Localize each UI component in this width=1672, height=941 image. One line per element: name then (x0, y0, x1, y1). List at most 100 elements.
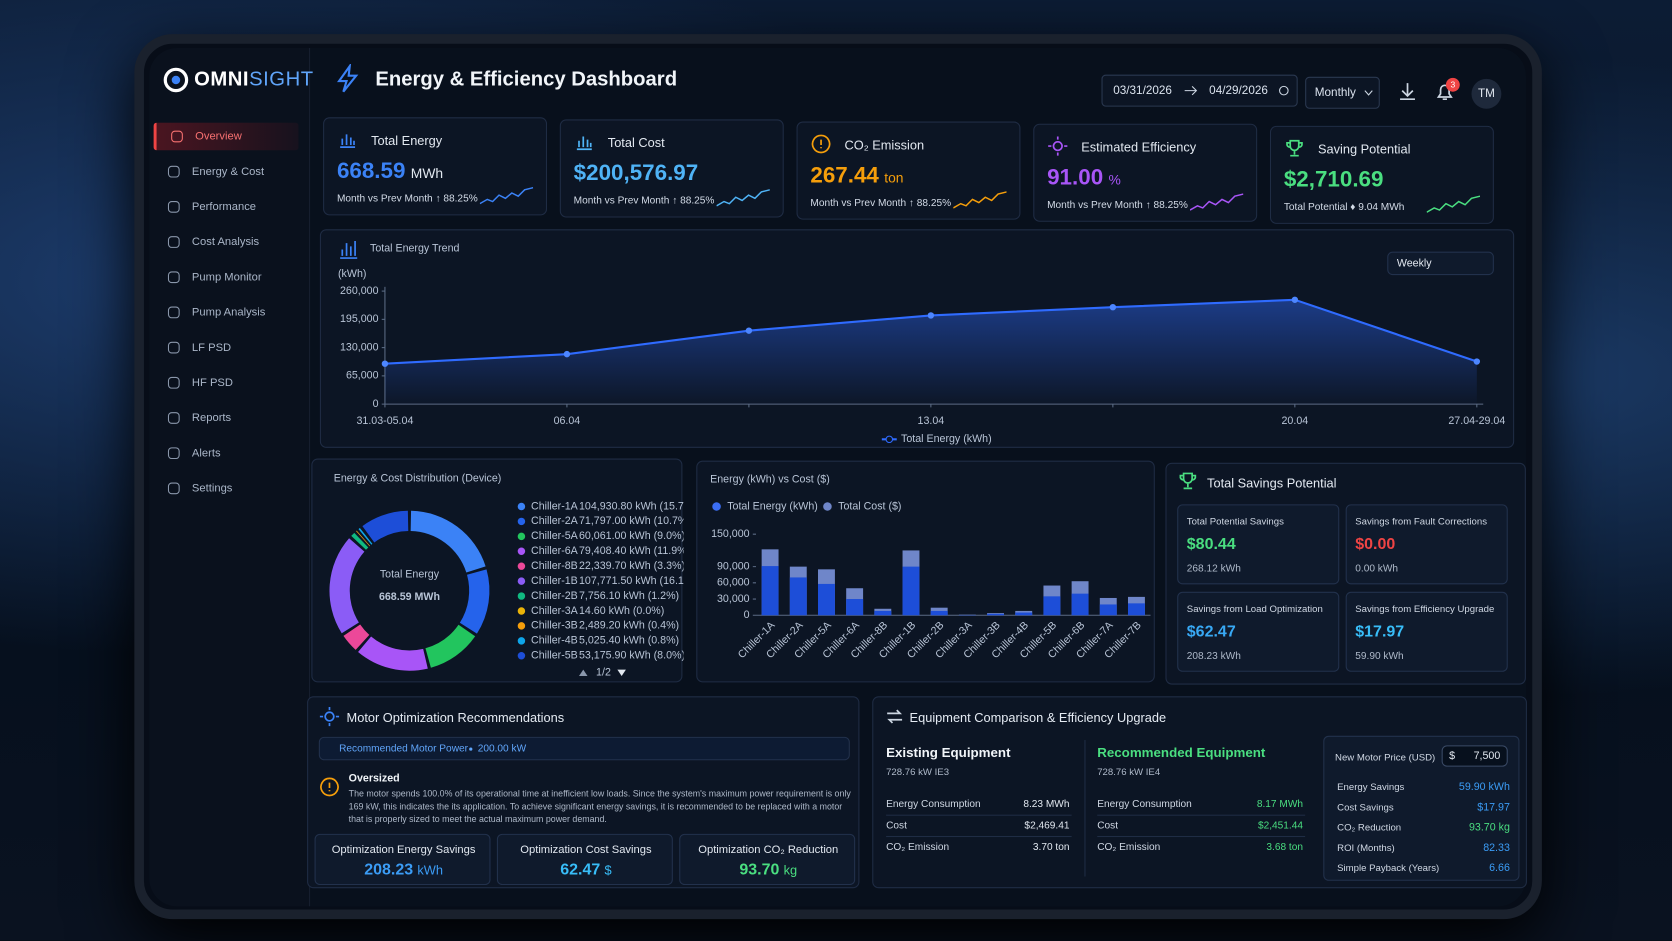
nav-icon (167, 412, 180, 424)
legend-dot (517, 592, 526, 600)
x-tick-label: 31.03-05.04 (356, 415, 413, 427)
legend-value: 104,930.80 kWh (15.7%) (579, 500, 683, 512)
nav-icon (167, 376, 180, 389)
stat-label: Optimization CO₂ Reduction (698, 843, 839, 857)
date-range[interactable]: 03/31/2026 04/29/2026 (1101, 74, 1298, 107)
row-value: 3.70 ton (1032, 841, 1070, 854)
avatar[interactable]: TM (1471, 78, 1502, 109)
legend-value: 60,061.00 kWh (9.0%) (579, 530, 683, 542)
nav-item[interactable]: Energy & Cost (154, 158, 299, 186)
row-value: $2,469.41 (1024, 819, 1070, 832)
sparkline (716, 189, 770, 207)
savings-energy: 59.90 kWh (1355, 650, 1404, 663)
line-area (384, 299, 1477, 405)
sidebar (149, 47, 311, 907)
pager-next[interactable] (617, 669, 626, 677)
sparkline-line (716, 189, 770, 207)
legend-label: Total Cost ($) (838, 500, 901, 512)
interval-select[interactable]: Weekly (1387, 251, 1494, 276)
legend-value: 107,771.50 kWh (16.1%) (579, 575, 683, 587)
nav-item[interactable]: Pump Monitor (154, 263, 299, 291)
nav-item[interactable]: Reports (154, 404, 299, 432)
kpi-card: Total Energy 668.59 MWh Month vs Prev Month… (323, 117, 548, 216)
kpi-icon-shape (340, 134, 356, 149)
bar (1015, 612, 1033, 616)
date-start: 03/31/2026 (1113, 84, 1172, 98)
nav-item[interactable]: Pump Analysis (154, 299, 299, 327)
bar (789, 577, 807, 616)
kpi-note: Month vs Prev Month ↑ 88.25% (336, 193, 478, 205)
line-point (1109, 303, 1117, 311)
nav-icon-shape (167, 341, 180, 354)
nav-icon (167, 447, 180, 460)
optimization-stat: Optimization Energy Savings 208.23 kWh (314, 833, 492, 886)
kpi-icon-shape (1048, 136, 1068, 156)
y-axis-label: (kWh) (338, 268, 366, 280)
donut-segment (343, 624, 370, 650)
bar (987, 613, 1004, 616)
donut-chart: Energy & Cost Distribution (Device) Chill… (329, 473, 683, 679)
savings-energy: 0.00 kWh (1355, 563, 1399, 575)
download-icon[interactable] (1397, 81, 1418, 102)
nav-icon-shape (167, 200, 180, 213)
chart-title: Energy & Cost Distribution (Device) (334, 473, 502, 485)
sparkline (479, 186, 534, 205)
kpi-card: Total Cost $200,576.97 Month vs Prev Month… (559, 119, 784, 218)
kpi-icon (1048, 136, 1068, 156)
nav-item[interactable]: Alerts (154, 439, 299, 467)
price-input[interactable]: $7,500 (1441, 745, 1508, 767)
legend-label: Chiller-5B (531, 650, 578, 662)
row-value: 3.68 ton (1266, 841, 1304, 854)
donut-segment (425, 624, 476, 668)
legend-label: Total Energy (kWh) (901, 433, 992, 445)
pager: 1/2 (596, 667, 611, 679)
row-label: Energy Consumption (1097, 798, 1192, 811)
sparkline-line (953, 191, 1007, 209)
nav-item[interactable]: Cost Analysis (154, 228, 299, 256)
legend-value: 53,175.90 kWh (8.0%) (579, 650, 683, 662)
nav-item[interactable]: HF PSD (154, 369, 299, 397)
kpi-number: 91.00 (1047, 165, 1104, 190)
center-value: 668.59 MWh (379, 591, 440, 603)
line-point (381, 360, 389, 367)
nav-icon (167, 306, 180, 319)
kpi-icon (1286, 139, 1303, 157)
kpi-icon-shape (811, 134, 831, 154)
legend-label: Chiller-2A (531, 515, 579, 527)
sparkline-line (1426, 195, 1481, 213)
savings-label: Total Potential Savings (1186, 516, 1284, 527)
bell-icon[interactable] (1434, 81, 1455, 102)
legend-label: Chiller-3B (531, 620, 578, 632)
result-label: Energy Savings (1337, 781, 1405, 793)
kpi-unit: % (1108, 171, 1121, 188)
row-divider (1097, 814, 1306, 816)
savings-card: Savings from Fault Corrections $0.00 0.00 … (1345, 504, 1508, 585)
nav-item[interactable]: Performance (154, 193, 299, 221)
arrow-icon (1184, 85, 1198, 96)
nav-item[interactable]: LF PSD (154, 334, 299, 362)
stat-value: 208.23 kWh (316, 861, 492, 879)
stat-unit: $ (604, 862, 612, 878)
row-label: CO₂ Emission (1097, 841, 1161, 854)
legend-label: Total Energy (kWh) (727, 500, 818, 512)
savings-value: $17.97 (1355, 622, 1405, 641)
alert-title: Oversized (348, 773, 400, 785)
y-tick-label: 130,000 (340, 341, 379, 353)
equipment-title: Existing Equipment (886, 745, 1011, 761)
kpi-label: Estimated Efficiency (1081, 139, 1197, 155)
donut-segment (356, 530, 371, 547)
chevron (1364, 90, 1373, 96)
period: Monthly (1314, 86, 1356, 100)
nav-item[interactable]: Settings (154, 475, 299, 503)
pager-prev[interactable] (579, 669, 588, 677)
kpi-card: Saving Potential $2,710.69 Total Potential… (1269, 125, 1494, 224)
nav-item[interactable]: Overview (153, 122, 299, 151)
kpi-icon-shape (576, 136, 592, 151)
nav-icon-shape (167, 271, 180, 284)
legend-label: Chiller-1A (531, 500, 579, 512)
period-select[interactable]: Monthly (1305, 76, 1380, 109)
y-tick-label: 150,000 (711, 528, 750, 540)
refresh-icon (1279, 85, 1289, 96)
panel-title: Total Savings Potential (1207, 475, 1337, 491)
legend-value: 14.60 kWh (0.0%) (579, 605, 664, 617)
